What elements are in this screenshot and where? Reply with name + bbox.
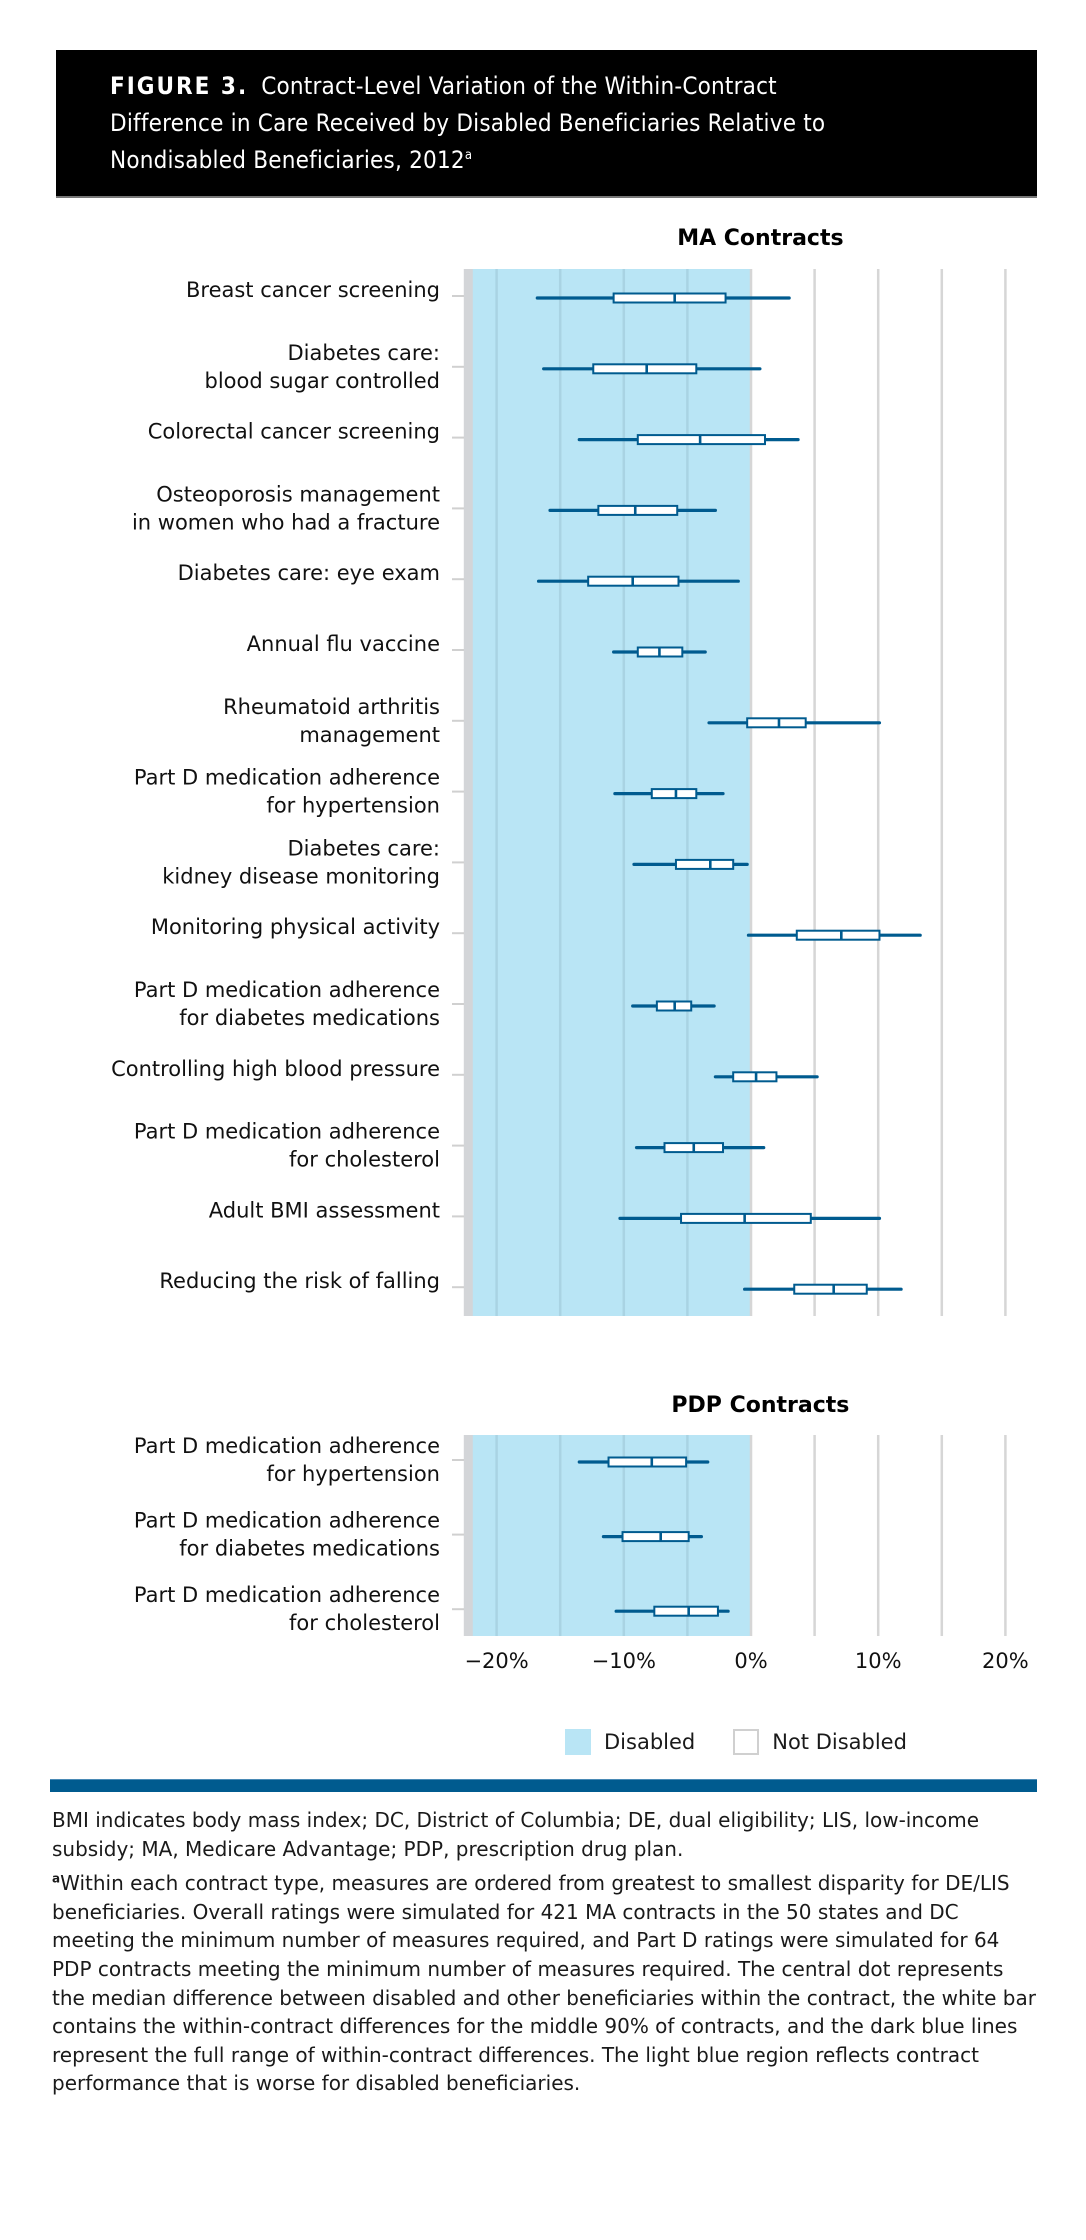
ma-box [650, 788, 698, 800]
pdp-row-label: for cholesterol [289, 1611, 440, 1635]
x-tick-label: 10% [855, 1649, 902, 1673]
ma-box [674, 858, 735, 870]
ma-panel-title: MA Contracts [677, 226, 843, 251]
x-tick-label: −10% [592, 1649, 656, 1673]
legend-item-not-disabled: Not Disabled [733, 1729, 907, 1755]
ma-row-label: Breast cancer screening [186, 278, 440, 302]
legend-item-disabled: Disabled [565, 1729, 695, 1755]
ma-row-label: Osteoporosis management [156, 482, 440, 506]
figure-header: FIGURE 3. Contract-Level Variation of th… [56, 50, 1037, 196]
pdp-row-label: Part D medication adherence [134, 1583, 440, 1607]
ma-row-label: Diabetes care: eye exam [178, 561, 440, 585]
ma-box [746, 717, 807, 729]
title-line-3: Nondisabled Beneficiaries, 2012 [110, 146, 465, 174]
ma-row-label: Part D medication adherence [134, 978, 440, 1002]
ma-row-label: Part D medication adherence [134, 1120, 440, 1144]
ma-row-label: management [299, 723, 440, 747]
ma-box [597, 504, 679, 516]
ma-box [612, 292, 727, 304]
title-line-1: Contract-Level Variation of the Within-C… [261, 72, 777, 100]
ma-row-label: blood sugar controlled [204, 369, 440, 393]
x-tick-label: 0% [734, 1649, 767, 1673]
figure-title: FIGURE 3. Contract-Level Variation of th… [110, 68, 1010, 179]
ma-box [592, 363, 698, 375]
footnote-a: aWithin each contract type, measures are… [52, 1869, 1042, 2098]
figure-label: FIGURE 3. [110, 72, 249, 100]
pdp-row-label: Part D medication adherence [134, 1509, 440, 1533]
boxplot-chart: MA Contracts Breast cancer screening Diabe… [111, 226, 1029, 1673]
pdp-box [621, 1531, 690, 1543]
ma-row-label: Reducing the risk of falling [159, 1269, 440, 1293]
ma-row-label: in women who had a fracture [132, 510, 440, 534]
x-tick-label: −20% [464, 1649, 528, 1673]
ma-row-label: Monitoring physical activity [151, 915, 440, 939]
ma-row-label: for hypertension [266, 794, 440, 818]
pdp-box [653, 1605, 719, 1617]
ma-row-label: Diabetes care: [288, 341, 440, 365]
pdp-row-label: for diabetes medications [179, 1537, 440, 1561]
ma-box [795, 929, 881, 941]
ma-row-label: Annual flu vaccine [247, 632, 440, 656]
footnote-marker: a [52, 1871, 61, 1886]
ma-row-label: Diabetes care: [288, 836, 440, 860]
pdp-box [607, 1456, 688, 1468]
pdp-panel-title: PDP Contracts [671, 1393, 849, 1418]
legend-swatch-not-disabled [733, 1729, 760, 1755]
ma-y-axis-bar [463, 269, 473, 1316]
pdp-row-label: for hypertension [266, 1462, 440, 1486]
title-line-2: Difference in Care Received by Disabled … [110, 109, 826, 137]
ma-row-label: Rheumatoid arthritis [223, 695, 440, 719]
figure-notes: BMI indicates body mass index; DC, Distr… [52, 1806, 1042, 2104]
ma-row-label: for diabetes medications [179, 1006, 440, 1030]
title-superscript: a [464, 148, 473, 163]
footnote-text: Within each contract type, measures are … [52, 1871, 1036, 2096]
section-divider [50, 1779, 1037, 1792]
ma-row-label: Colorectal cancer screening [148, 420, 440, 444]
ma-row-label: kidney disease monitoring [162, 864, 440, 888]
legend-swatch-disabled [565, 1729, 591, 1755]
abbreviations-note: BMI indicates body mass index; DC, Distr… [52, 1808, 980, 1861]
pdp-row-label: Part D medication adherence [134, 1434, 440, 1458]
ma-row-label: Adult BMI assessment [209, 1198, 440, 1222]
ma-box [793, 1283, 868, 1295]
legend-label-disabled: Disabled [604, 1730, 696, 1754]
ma-row-label: Controlling high blood pressure [111, 1057, 440, 1081]
ma-row-label: for cholesterol [289, 1148, 440, 1172]
x-tick-label: 20% [982, 1649, 1029, 1673]
pdp-y-axis-bar [463, 1435, 473, 1636]
legend-label-not-disabled: Not Disabled [772, 1730, 907, 1754]
legend: Disabled Not Disabled [565, 1728, 945, 1756]
ma-row-label: Part D medication adherence [134, 766, 440, 790]
